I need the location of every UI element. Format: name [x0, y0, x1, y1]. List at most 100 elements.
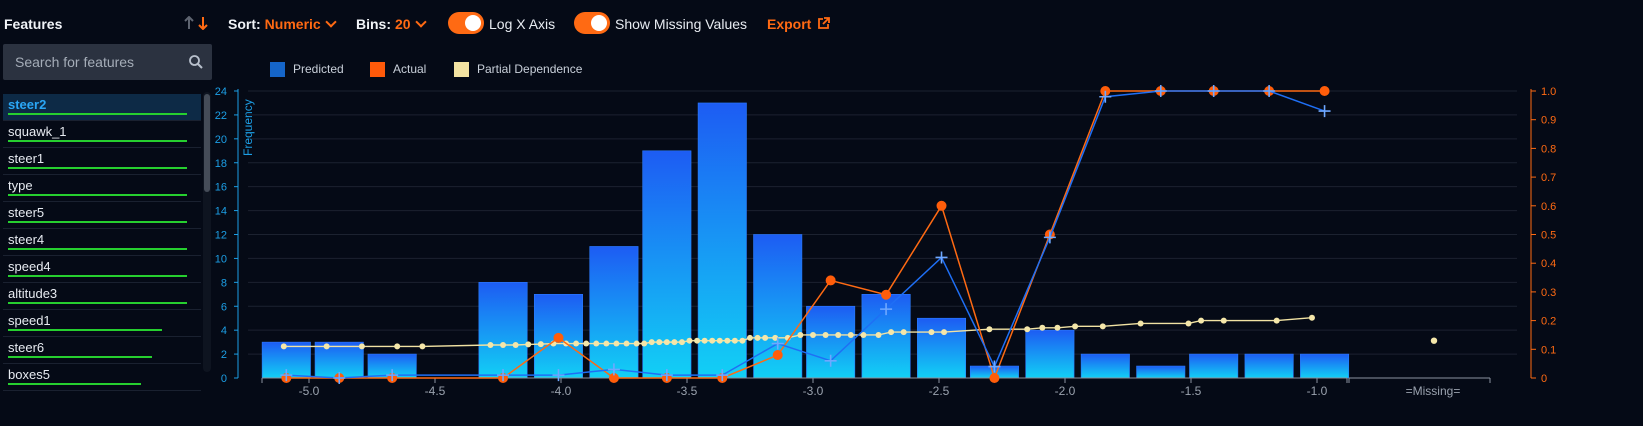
- feature-item-altitude3[interactable]: altitude3: [3, 283, 201, 310]
- actual-line: [286, 90, 1325, 381]
- feature-search-input[interactable]: [3, 44, 183, 80]
- actual-point: [936, 200, 947, 211]
- sidebar-header: Features: [4, 14, 214, 36]
- partial-dependence-point: [762, 334, 769, 341]
- partial-dependence-point: [888, 329, 895, 336]
- actual-point: [387, 373, 398, 383]
- partial-dependence-point: [1220, 317, 1227, 324]
- partial-dependence-point: [1185, 320, 1192, 327]
- sort-dropdown[interactable]: Sort: Numeric: [228, 12, 337, 38]
- x-tick-label: -5.0: [299, 384, 320, 398]
- partial-dependence-point: [678, 339, 685, 346]
- x-tick-label: -4.0: [551, 384, 572, 398]
- feature-label: speed4: [8, 259, 51, 274]
- bins-dropdown[interactable]: Bins: 20: [356, 12, 427, 38]
- predicted-point: [333, 372, 346, 384]
- export-button[interactable]: Export: [767, 12, 831, 38]
- actual-point: [281, 373, 292, 383]
- feature-search-box: [3, 44, 212, 80]
- y-tick-label: 10: [215, 253, 227, 265]
- feature-list-scrollbar[interactable]: [203, 92, 211, 372]
- feature-item-type[interactable]: type: [3, 175, 201, 202]
- partial-dependence-point: [860, 331, 867, 338]
- partial-dependence-point: [583, 340, 590, 347]
- predicted-point: [607, 363, 620, 376]
- feature-item-speed4[interactable]: speed4: [3, 256, 201, 283]
- feature-item-steer4[interactable]: steer4: [3, 229, 201, 256]
- partial-dependence-point: [941, 329, 948, 336]
- feature-importance-bar: [8, 383, 141, 385]
- external-link-icon: [818, 17, 831, 29]
- arrow-down-icon: [198, 17, 208, 31]
- toggle-knob: [465, 15, 481, 31]
- log-x-axis-toggle[interactable]: [448, 12, 484, 34]
- legend-label-predicted: Predicted: [293, 62, 344, 76]
- actual-point: [1264, 86, 1275, 96]
- feature-importance-bar: [8, 275, 187, 277]
- partial-dependence-point: [724, 337, 731, 344]
- feature-item-boxes5[interactable]: boxes5: [3, 364, 201, 391]
- feature-item-steer5[interactable]: steer5: [3, 202, 201, 229]
- legend-swatch-predicted: [270, 62, 285, 77]
- histogram-bar: [367, 353, 417, 379]
- feature-item-speed1[interactable]: speed1: [3, 310, 201, 337]
- y-tick-label: 22: [215, 110, 227, 122]
- partial-dependence-point: [525, 341, 532, 348]
- legend-swatch-partial-dependence: [454, 62, 469, 77]
- partial-dependence-point: [1024, 326, 1031, 333]
- sort-label: Sort:: [228, 16, 261, 32]
- feature-importance-bar: [8, 329, 162, 331]
- actual-point: [1100, 86, 1111, 96]
- y-tick-label: 12: [215, 230, 227, 242]
- sort-arrows-icon[interactable]: [184, 15, 210, 31]
- y-axis-title: Frequency: [241, 99, 255, 156]
- partial-dependence-point: [731, 337, 738, 344]
- feature-item-steer6[interactable]: steer6: [3, 337, 201, 364]
- histogram-bar: [697, 102, 747, 379]
- partial-dependence-point: [563, 340, 570, 347]
- y2-tick-label: 1.0: [1541, 86, 1556, 98]
- feature-label: steer6: [8, 340, 45, 355]
- partial-dependence-point: [986, 326, 993, 333]
- feature-importance-bar: [8, 248, 187, 250]
- actual-point: [1319, 86, 1330, 96]
- predicted-point: [386, 369, 399, 382]
- partial-dependence-point: [1308, 314, 1315, 321]
- x-tick-label: -4.5: [425, 384, 446, 398]
- scrollbar-thumb[interactable]: [204, 94, 210, 192]
- sort-value[interactable]: Numeric: [264, 16, 321, 32]
- sort-direction-toggle[interactable]: [184, 15, 210, 33]
- y-tick-label: 18: [215, 158, 227, 170]
- x-tick-label: -2.0: [1055, 384, 1076, 398]
- partial-dependence-point: [747, 334, 753, 341]
- actual-point: [825, 275, 836, 286]
- bins-value[interactable]: 20: [395, 16, 411, 32]
- search-icon[interactable]: [188, 54, 204, 70]
- feature-item-squawk-1[interactable]: squawk_1: [3, 121, 201, 148]
- feature-list: steer2 squawk_1 steer1 type steer5 steer4 spee…: [3, 94, 201, 394]
- partial-dependence-point: [500, 341, 507, 348]
- export-label: Export: [767, 16, 812, 32]
- partial-dependence-point: [573, 340, 580, 347]
- actual-point: [1044, 229, 1055, 240]
- y-tick-label: 0: [221, 373, 227, 385]
- x-tick-label: -2.5: [929, 384, 950, 398]
- feature-divider: [3, 147, 201, 148]
- histogram-bar: [642, 150, 692, 379]
- partial-dependence-point: [716, 337, 723, 344]
- partial-dependence-point: [671, 339, 678, 346]
- partial-dependence-point: [593, 340, 600, 347]
- feature-item-steer1[interactable]: steer1: [3, 148, 201, 175]
- y2-tick-label: 0: [1541, 373, 1547, 385]
- log-x-axis-label: Log X Axis: [489, 16, 556, 32]
- partial-dependence-point: [835, 331, 842, 338]
- feature-divider: [3, 336, 201, 337]
- feature-item-steer2[interactable]: steer2: [3, 94, 201, 121]
- feature-label: steer2: [8, 97, 47, 112]
- histogram-bar: [1300, 353, 1350, 379]
- partial-dependence-point: [847, 331, 854, 338]
- show-missing-toggle[interactable]: [574, 12, 610, 34]
- feature-importance-bar: [8, 356, 152, 358]
- partial-dependence-point: [1039, 324, 1046, 331]
